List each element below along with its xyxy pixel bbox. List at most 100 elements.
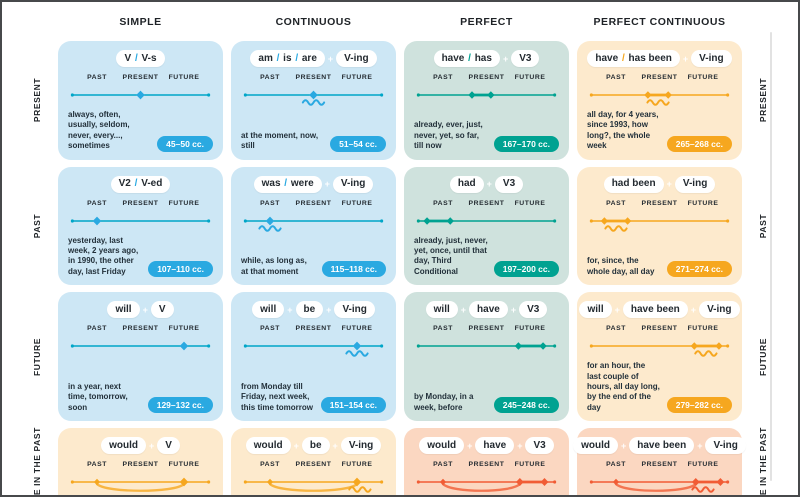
tense-cell: will + have + V3 PAST PRESENT FUTURE by Mond… [404, 292, 569, 422]
timeline-label-past: PAST [260, 199, 280, 207]
plus-connector: + [690, 304, 697, 315]
timeline-label-present: PRESENT [641, 325, 678, 333]
slash-separator: / [134, 52, 138, 64]
cell-footer: while, as long as, at that moment 115–11… [241, 256, 386, 278]
formula-pill: V-ing [705, 437, 746, 455]
timeline-label-future: FUTURE [168, 461, 200, 469]
timeline-diagram [70, 341, 211, 351]
timeline-label-present: PRESENT [295, 325, 332, 333]
page-range-badge: 245–248 cc. [493, 397, 559, 414]
formula-pill: V-ing [340, 437, 382, 455]
timeline-axis-labels: PAST PRESENT FUTURE [414, 200, 559, 211]
tense-formula: had been + V-ing [587, 174, 732, 195]
formula-pill: will [252, 301, 285, 319]
timeline-axis-labels: PAST PRESENT FUTURE [68, 74, 213, 85]
timeline-axis-labels: PAST PRESENT FUTURE [414, 74, 559, 85]
tense-cell: had + V3 PAST PRESENT FUTURE already, just… [404, 166, 569, 286]
page-range-badge: 197–200 cc. [493, 261, 559, 278]
slash-separator: / [468, 52, 471, 64]
formula-pill: V2 / V-ed [110, 175, 171, 193]
cell-footer: yesterday, last week, 2 years ago, in 19… [68, 236, 213, 278]
row-label-text: PRESENT [32, 78, 42, 123]
row-label-text: PAST [757, 213, 768, 239]
timeline-label-past: PAST [606, 325, 626, 333]
usage-examples: from Monday till Friday, next week, this… [241, 381, 314, 412]
row-label-left: PRESENT [24, 41, 50, 160]
formula-pill: have been [629, 437, 695, 455]
cell-footer: by Monday, in a week, before 245–248 cc. [414, 392, 559, 414]
slash-separator: / [276, 52, 280, 64]
formula-pill: will [425, 301, 458, 319]
page-range-badge: 129–132 cc. [147, 397, 213, 414]
plus-connector: + [332, 440, 338, 451]
timeline-diagram [243, 477, 384, 493]
formula-pill: had been [603, 175, 664, 193]
plus-connector: + [614, 304, 620, 315]
page-range-badge: 45–50 cc. [157, 135, 213, 152]
formula-pill: be [295, 301, 324, 319]
formula-pill: V / V-s [116, 50, 165, 67]
timeline-label-present: PRESENT [468, 74, 505, 81]
timeline-axis-labels: PAST PRESENT FUTURE [68, 325, 213, 336]
timeline-label-present: PRESENT [122, 199, 159, 207]
timeline-label-future: FUTURE [341, 325, 373, 333]
timeline-axis-labels: PAST PRESENT FUTURE [68, 200, 213, 211]
column-header-top: PERFECT CONTINUOUS [593, 16, 726, 28]
tense-cell: am / is / are + V-ing PAST PRESENT FUTURE … [231, 41, 396, 160]
usage-examples: by Monday, in a week, before [414, 392, 474, 412]
tense-cell: would+have+V3 PAST PRESENT FUTURE before… [404, 428, 569, 495]
formula-pill: V3 [525, 437, 554, 455]
row-label-text: FUTURE [32, 337, 43, 376]
formula-pill: will [579, 301, 612, 319]
timeline-diagram [589, 342, 730, 357]
timeline-label-past: PAST [606, 199, 626, 207]
timeline-label-present: PRESENT [641, 74, 678, 81]
plus-connector: + [697, 440, 703, 451]
tense-cell: would+V PAST PRESENT FUTURE Second Condi… [58, 428, 223, 495]
usage-examples: at the moment, now, still [241, 130, 319, 151]
timeline-label-future: FUTURE [514, 325, 546, 333]
tense-formula: will + have + V3 [414, 299, 559, 320]
formula-pill: V-ing [674, 175, 716, 193]
timeline-diagram [589, 216, 730, 232]
timeline-axis-labels: PAST PRESENT FUTURE [414, 325, 559, 336]
row-label-text: FUTURE [758, 337, 769, 376]
usage-examples: already, ever, just, never, yet, so far,… [414, 120, 483, 151]
tense-formula: would + V [68, 435, 213, 456]
timeline-label-present: PRESENT [468, 199, 505, 207]
timeline-label-future: FUTURE [687, 325, 719, 333]
tense-formula: have / has + V3 [414, 48, 559, 69]
page-range-badge: 167–170 cc. [493, 135, 559, 152]
timeline-label-past: PAST [260, 325, 280, 333]
timeline-label-present: PRESENT [295, 74, 332, 81]
timeline-label-past: PAST [87, 461, 107, 469]
cell-footer: in a year, next time, tomorrow, soon 129… [68, 382, 213, 414]
timeline-label-future: FUTURE [514, 199, 546, 207]
slash-separator: / [134, 178, 138, 190]
tense-cell: V2 / V-ed PAST PRESENT FUTURE yesterday,… [58, 166, 223, 286]
column-header-top: CONTINUOUS [275, 16, 352, 28]
timeline-label-present: PRESENT [122, 461, 159, 469]
plus-connector: + [287, 304, 293, 315]
tense-formula: would + have been + V-ing [573, 435, 746, 456]
column-header-top: SIMPLE [119, 16, 162, 28]
row-label-right: FUTURE IN THE PAST [750, 427, 776, 495]
row-label-right: PRESENT [750, 41, 776, 160]
row-label-text: PAST [31, 213, 42, 239]
formula-pill: had [449, 175, 484, 193]
timeline-label-past: PAST [87, 74, 107, 81]
usage-examples: for an hour, the last couple of hours, a… [587, 361, 660, 412]
formula-pill: V-ing [699, 301, 740, 319]
tense-cell: had been + V-ing PAST PRESENT FUTURE for, … [577, 166, 742, 286]
plus-connector: + [621, 440, 627, 451]
tense-formula: V2 / V-ed [68, 174, 213, 195]
slash-separator: / [284, 178, 288, 190]
page-range-badge: 279–282 cc. [666, 397, 732, 414]
formula-pill: V3 [494, 175, 524, 193]
cell-footer: at the moment, now, still 51–54 cc. [241, 131, 386, 152]
tense-formula: will + have been + V-ing [579, 299, 740, 320]
page-range-badge: 107–110 cc. [148, 261, 213, 278]
timeline-label-present: PRESENT [641, 199, 678, 207]
timeline-diagram [70, 216, 211, 225]
